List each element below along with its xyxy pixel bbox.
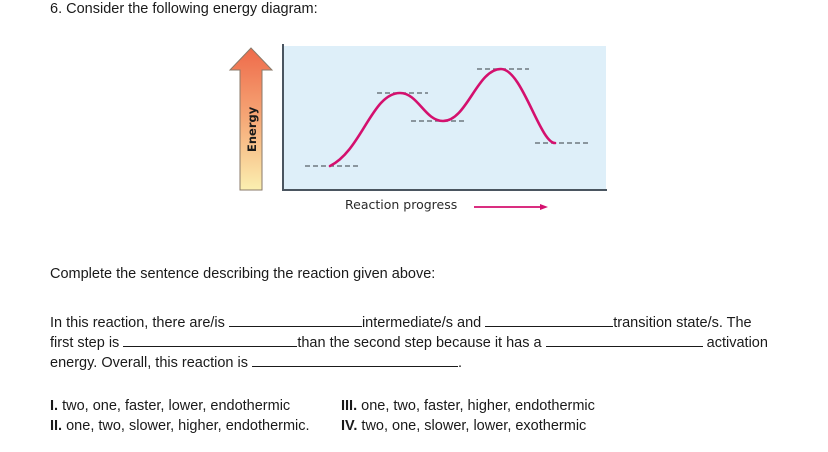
sentence-text: energy. Overall, this reaction is	[50, 355, 248, 371]
energy-diagram: Energy Reaction progress	[222, 40, 622, 230]
instruction-text: Complete the sentence describing the rea…	[50, 266, 436, 282]
sentence-text: activation	[706, 335, 768, 351]
sentence-text: intermediate/s and	[361, 315, 482, 331]
option-text: one, two, slower, higher, endothermic.	[62, 418, 310, 434]
question-title: 6. Consider the following energy diagram…	[50, 1, 318, 17]
blank-overall-reaction[interactable]	[252, 352, 459, 367]
option-numeral: II.	[50, 418, 63, 434]
blank-intermediates[interactable]	[228, 312, 362, 327]
option-numeral: I.	[50, 398, 59, 414]
option-iv[interactable]: IV. two, one, slower, lower, exothermic	[341, 416, 586, 436]
option-numeral: III.	[341, 398, 358, 414]
sentence-line-3: energy. Overall, this reaction is .	[50, 352, 462, 373]
option-text: one, two, faster, higher, endothermic	[357, 398, 595, 414]
sentence-line-1: In this reaction, there are/is intermedi…	[50, 312, 752, 333]
sentence-text: transition state/s. The	[613, 315, 752, 331]
energy-arrow-icon: Energy	[228, 47, 274, 191]
blank-step-speed[interactable]	[123, 332, 298, 347]
option-text: two, one, faster, lower, endothermic	[58, 398, 291, 414]
blank-activation-level[interactable]	[545, 332, 703, 347]
option-i[interactable]: I. two, one, faster, lower, endothermic	[50, 396, 290, 416]
option-iii[interactable]: III. one, two, faster, higher, endotherm…	[341, 396, 595, 416]
x-axis-label: Reaction progress	[345, 197, 458, 212]
sentence-text: first step is	[50, 335, 120, 351]
option-text: two, one, slower, lower, exothermic	[357, 418, 587, 434]
option-ii[interactable]: II. one, two, slower, higher, endothermi…	[50, 416, 310, 436]
sentence-text: In this reaction, there are/is	[50, 315, 225, 331]
sentence-text: than the second step because it has a	[297, 335, 542, 351]
option-numeral: IV.	[341, 418, 358, 434]
blank-transition-states[interactable]	[485, 312, 614, 327]
sentence-text: .	[458, 355, 463, 371]
sentence-line-2: first step is than the second step becau…	[50, 332, 768, 353]
svg-text:Energy: Energy	[245, 106, 259, 152]
